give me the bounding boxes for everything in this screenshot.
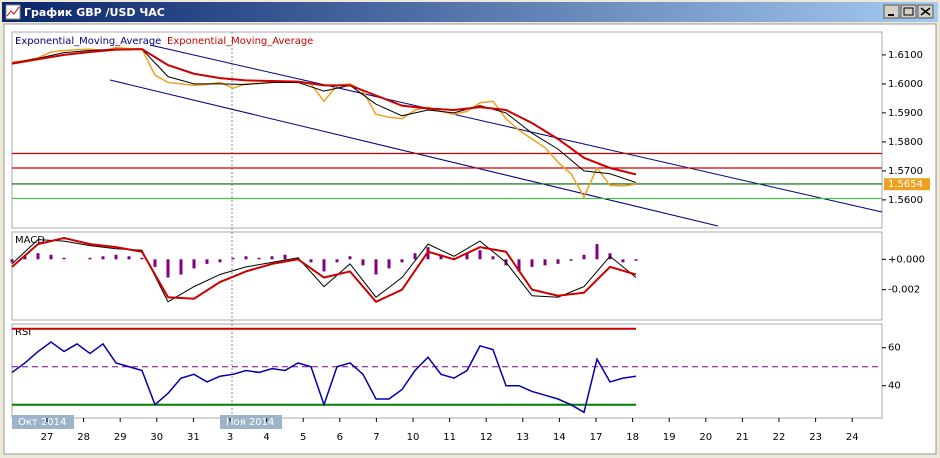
x-tick-label: 19 [663, 432, 676, 443]
indicator-label: Exponential_Moving_Average [167, 36, 313, 47]
x-tick-label: 6 [337, 432, 343, 443]
y-tick-label: 1.5900 [888, 108, 923, 119]
y-tick-label: 1.6100 [888, 50, 923, 61]
x-tick-label: 22 [773, 432, 786, 443]
rsi-line [11, 341, 637, 414]
close-icon [920, 7, 931, 16]
indicator-label: Exponential_Moving_Average [15, 36, 161, 47]
window-icon [5, 4, 21, 20]
x-tick-label: 4 [263, 432, 269, 443]
y-tick-label: -0.002 [888, 285, 920, 296]
window-icon-line [6, 6, 20, 17]
x-tick-label: 20 [699, 432, 712, 443]
x-tick-label: 3 [227, 432, 233, 443]
minimize-button[interactable] [883, 4, 900, 19]
x-tick-label: 17 [590, 432, 603, 443]
y-tick-label: 1.5700 [888, 166, 923, 177]
x-tick-label: 5 [300, 432, 306, 443]
x-tick-label: 11 [443, 432, 456, 443]
x-tick-label: 10 [407, 432, 420, 443]
x-tick-label: 21 [736, 432, 749, 443]
y-tick-label: 60 [888, 343, 901, 354]
current-price-label: 1.5654 [888, 179, 923, 190]
x-tick-label: 27 [41, 432, 54, 443]
month-label-bg [12, 415, 74, 429]
current-price-box [884, 178, 930, 191]
month-label: Ноя 2014 [226, 417, 274, 428]
y-tick-label: +0.000 [888, 254, 925, 265]
x-tick-label: 29 [114, 432, 127, 443]
maximize-button[interactable] [900, 4, 917, 19]
window-buttons[interactable] [883, 4, 934, 19]
price-line [11, 46, 637, 199]
x-tick-label: 30 [150, 432, 163, 443]
x-tick-label: 28 [77, 432, 90, 443]
rsi-label: RSI [15, 327, 31, 338]
macd-line [11, 237, 637, 304]
macd-line [11, 239, 637, 303]
y-tick-label: 1.6000 [888, 79, 923, 90]
y-tick-label: 1.5600 [888, 195, 923, 206]
title-bar [2, 2, 938, 22]
y-tick-label: 40 [888, 381, 901, 392]
x-tick-label: 12 [480, 432, 493, 443]
x-tick-label: 24 [846, 432, 859, 443]
x-tick-label: 14 [553, 432, 566, 443]
window-title: График GBP /USD ЧАС [24, 6, 165, 19]
x-tick-label: 18 [626, 432, 639, 443]
maximize-icon [903, 7, 914, 16]
macd-label: MACD [15, 235, 45, 246]
x-tick-label: 13 [516, 432, 529, 443]
ema-line [11, 48, 637, 176]
macd-panel [11, 231, 883, 321]
x-tick-label: 31 [187, 432, 200, 443]
y-tick-label: 1.5800 [888, 137, 923, 148]
x-tick-label: 23 [809, 432, 822, 443]
month-label: Окт 2014 [18, 417, 66, 428]
x-tick-label: 7 [373, 432, 379, 443]
